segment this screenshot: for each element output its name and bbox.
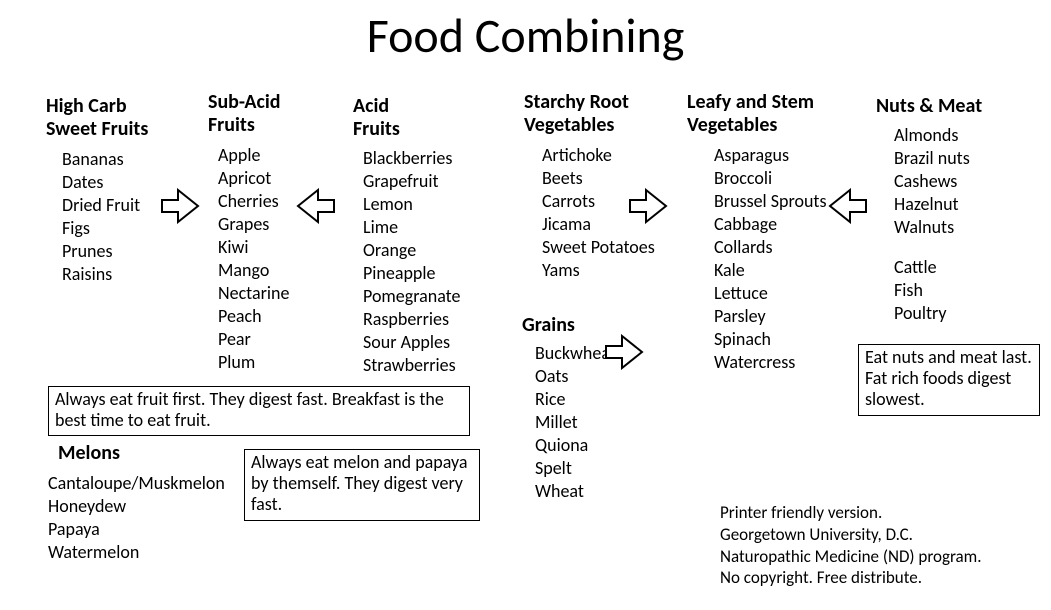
- list-item: Cherries: [218, 190, 289, 213]
- list-acid-fruits: BlackberriesGrapefruitLemonLimeOrangePin…: [363, 147, 460, 377]
- footer-credits: Printer friendly version. Georgetown Uni…: [720, 502, 982, 589]
- footer-line: Georgetown University, D.C.: [720, 524, 982, 546]
- list-item: Raspberries: [363, 308, 460, 331]
- list-item: Sweet Potatoes: [542, 236, 655, 259]
- list-item: Grapefruit: [363, 170, 460, 193]
- heading-acid-fruits: Acid Fruits: [353, 95, 400, 141]
- list-item: Pineapple: [363, 262, 460, 285]
- list-item: Raisins: [62, 263, 140, 286]
- list-item: Hazelnut: [894, 193, 970, 216]
- list-item: Sour Apples: [363, 331, 460, 354]
- heading-starchy-root-vegetables: Starchy Root Vegetables: [524, 91, 629, 137]
- list-item: Collards: [714, 236, 827, 259]
- list-item: Lettuce: [714, 282, 827, 305]
- heading-leafy-stem-vegetables: Leafy and Stem Vegetables: [687, 91, 814, 137]
- list-item: Brazil nuts: [894, 147, 970, 170]
- list-item: Pear: [218, 328, 289, 351]
- list-item: Lime: [363, 216, 460, 239]
- list-item: Dates: [62, 171, 140, 194]
- heading-sub-acid-fruits: Sub-Acid Fruits: [208, 91, 281, 137]
- list-item: Kiwi: [218, 236, 289, 259]
- list-item: Peach: [218, 305, 289, 328]
- list-item: Millet: [535, 411, 616, 434]
- list-item: Spinach: [714, 328, 827, 351]
- list-item: Poultry: [894, 302, 947, 325]
- footer-line: Printer friendly version.: [720, 502, 982, 524]
- list-item: Apple: [218, 144, 289, 167]
- list-item: Plum: [218, 351, 289, 374]
- list-item: Honeydew: [48, 495, 225, 518]
- list-item: Wheat: [535, 480, 616, 503]
- arrow-right-icon: [160, 188, 200, 224]
- list-item: Watermelon: [48, 541, 225, 564]
- list-item: Fish: [894, 279, 947, 302]
- list-item: Asparagus: [714, 144, 827, 167]
- note-melon-alone: Always eat melon and papaya by themself.…: [244, 449, 480, 521]
- list-item: Orange: [363, 239, 460, 262]
- footer-line: No copyright. Free distribute.: [720, 567, 982, 589]
- list-item: Apricot: [218, 167, 289, 190]
- list-item: Pomegranate: [363, 285, 460, 308]
- list-meat: CattleFishPoultry: [894, 256, 947, 325]
- list-item: Spelt: [535, 457, 616, 480]
- list-item: Strawberries: [363, 354, 460, 377]
- list-item: Kale: [714, 259, 827, 282]
- list-item: Artichoke: [542, 144, 655, 167]
- list-item: Prunes: [62, 240, 140, 263]
- list-item: Cattle: [894, 256, 947, 279]
- list-item: Walnuts: [894, 216, 970, 239]
- heading-grains: Grains: [522, 314, 575, 337]
- list-item: Yams: [542, 259, 655, 282]
- list-item: Nectarine: [218, 282, 289, 305]
- list-item: Broccoli: [714, 167, 827, 190]
- list-item: Bananas: [62, 148, 140, 171]
- list-item: Lemon: [363, 193, 460, 216]
- list-item: Quiona: [535, 434, 616, 457]
- arrow-left-icon: [296, 188, 336, 224]
- note-fruit-first: Always eat fruit first. They digest fast…: [48, 386, 470, 436]
- list-leafy-stem-vegetables: AsparagusBroccoliBrussel SproutsCabbageC…: [714, 144, 827, 374]
- list-item: Almonds: [894, 124, 970, 147]
- list-high-carb-sweet-fruits: BananasDatesDried FruitFigsPrunesRaisins: [62, 148, 140, 286]
- list-item: Brussel Sprouts: [714, 190, 827, 213]
- arrow-right-icon: [604, 334, 644, 370]
- list-item: Papaya: [48, 518, 225, 541]
- list-item: Mango: [218, 259, 289, 282]
- list-item: Watercress: [714, 351, 827, 374]
- list-nuts: AlmondsBrazil nutsCashewsHazelnutWalnuts: [894, 124, 970, 239]
- list-item: Blackberries: [363, 147, 460, 170]
- list-item: Figs: [62, 217, 140, 240]
- list-item: Cantaloupe/Muskmelon: [48, 472, 225, 495]
- footer-line: Naturopathic Medicine (ND) program.: [720, 546, 982, 568]
- list-item: Dried Fruit: [62, 194, 140, 217]
- heading-melons: Melons: [58, 442, 120, 465]
- list-item: Rice: [535, 388, 616, 411]
- heading-nuts-and-meat: Nuts & Meat: [876, 95, 982, 118]
- list-melons: Cantaloupe/MuskmelonHoneydewPapayaWaterm…: [48, 472, 225, 564]
- arrow-left-icon: [828, 188, 868, 224]
- note-nuts-last: Eat nuts and meat last. Fat rich foods d…: [858, 344, 1040, 416]
- list-item: Parsley: [714, 305, 827, 328]
- list-sub-acid-fruits: AppleApricotCherriesGrapesKiwiMangoNecta…: [218, 144, 289, 374]
- list-item: Cashews: [894, 170, 970, 193]
- list-item: Cabbage: [714, 213, 827, 236]
- heading-high-carb-sweet-fruits: High Carb Sweet Fruits: [46, 95, 148, 141]
- list-item: Grapes: [218, 213, 289, 236]
- page-title: Food Combining: [0, 6, 1051, 65]
- arrow-right-icon: [628, 188, 668, 224]
- list-item: Beets: [542, 167, 655, 190]
